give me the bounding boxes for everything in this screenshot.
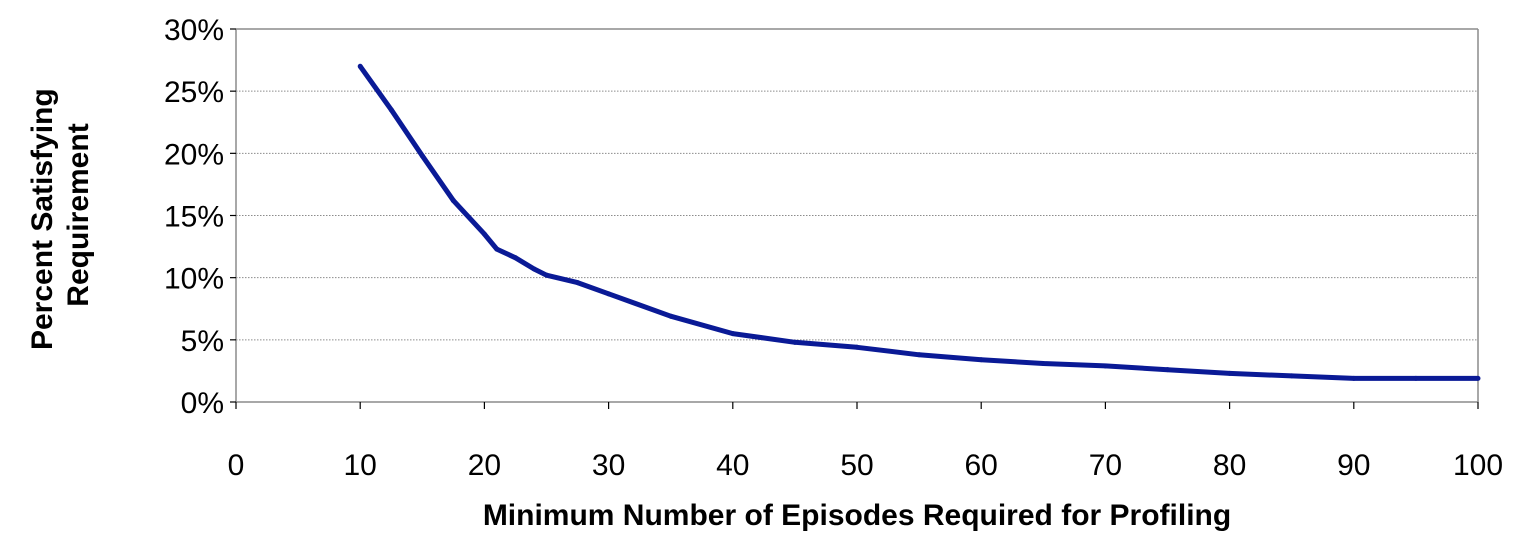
x-tick-label: 60: [965, 449, 998, 482]
data-point: [1227, 370, 1233, 376]
data-point: [1165, 367, 1170, 373]
gridlines: [236, 28, 1478, 341]
x-axis-title: Minimum Number of Episodes Required for …: [483, 499, 1231, 532]
x-tick-label: 20: [468, 449, 501, 482]
x-tick-label: 0: [228, 449, 245, 482]
y-tick-label: 25%: [164, 76, 224, 109]
data-point: [978, 357, 984, 363]
y-tick-label: 0%: [181, 387, 224, 420]
y-axis-title-line-1: Percent Satisfying: [26, 88, 59, 350]
x-tick-label: 50: [840, 449, 873, 482]
data-point: [1040, 360, 1046, 366]
data-point: [512, 255, 518, 261]
data-point: [854, 344, 860, 350]
y-tick-label: 10%: [164, 263, 224, 296]
data-point: [450, 198, 456, 204]
data-point: [730, 331, 736, 337]
x-tick-label: 40: [716, 449, 749, 482]
data-point: [916, 352, 922, 358]
y-tick-label: 20%: [164, 138, 224, 171]
x-tick-label: 70: [1089, 449, 1122, 482]
data-point: [1102, 363, 1108, 369]
data-point: [606, 291, 612, 297]
data-point: [575, 280, 581, 286]
y-axis-title: Percent Satisfying Requirement: [26, 80, 95, 350]
data-point: [668, 313, 674, 319]
y-tick-label: 30%: [164, 14, 224, 47]
x-tick-label: 30: [592, 449, 625, 482]
data-point: [357, 63, 363, 69]
data-point: [544, 272, 549, 278]
data-point: [1351, 375, 1357, 381]
x-tick-label: 80: [1213, 449, 1246, 482]
plot-area: [230, 28, 1479, 409]
y-axis-title-line-2: Requirement: [62, 123, 95, 306]
y-axis-tick-labels: 0% 5% 10% 15% 20% 25% 30%: [164, 14, 224, 420]
series-line-0: [358, 64, 1478, 381]
x-tick-label: 90: [1337, 449, 1370, 482]
x-tick-label: 10: [344, 449, 377, 482]
data-point: [494, 246, 500, 252]
data-point: [419, 153, 425, 159]
data-point: [1475, 375, 1481, 381]
y-tick-label: 5%: [181, 325, 224, 358]
x-axis-tick-labels: 0 10 20 30 40 50 60 70 80 90 100: [228, 449, 1503, 482]
y-tick-label: 15%: [164, 201, 224, 234]
data-point: [792, 339, 798, 345]
data-point: [388, 107, 394, 113]
series-layer: [357, 63, 1481, 381]
data-point: [1413, 375, 1419, 381]
x-tick-label: 100: [1453, 449, 1503, 482]
data-point: [531, 266, 537, 272]
data-point: [1289, 373, 1295, 379]
data-point: [481, 231, 487, 237]
